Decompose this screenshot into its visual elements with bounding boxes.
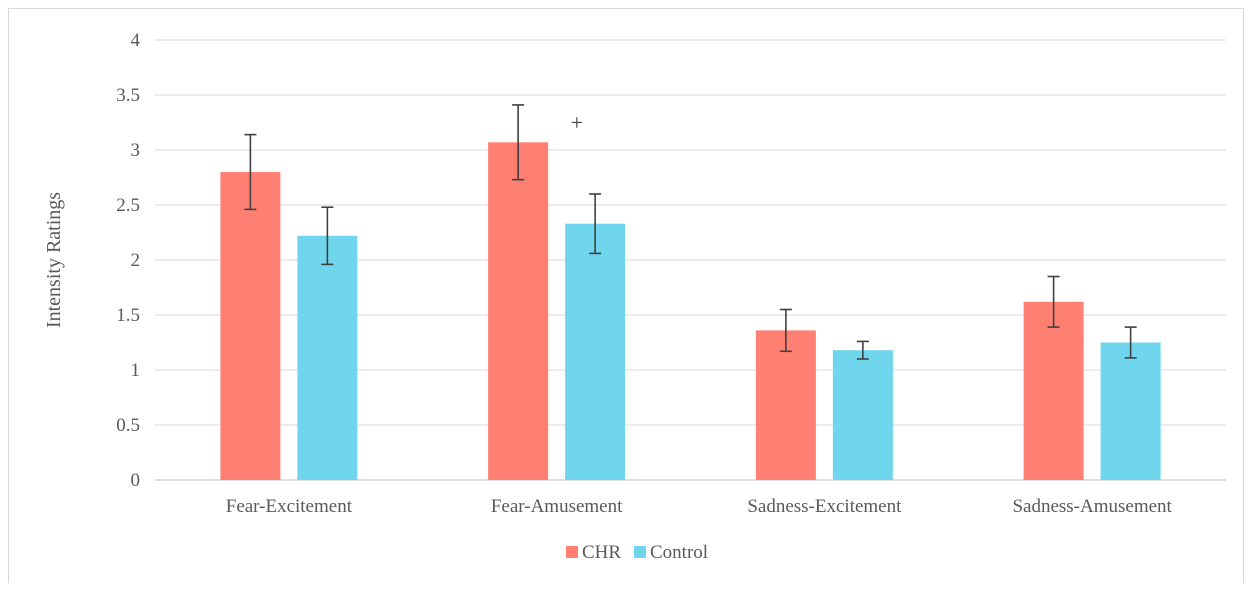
x-category-label: Sadness-Amusement	[1012, 496, 1172, 517]
y-tick-label: 2	[131, 250, 141, 271]
y-tick-label: 4	[131, 30, 141, 51]
y-tick-label: 0	[131, 470, 141, 491]
y-tick-label: 3	[131, 140, 141, 161]
bar-chr-1	[488, 142, 549, 481]
y-tick-label: 1	[131, 360, 141, 381]
bar-control-1	[565, 223, 626, 480]
x-category-label: Sadness-Excitement	[747, 496, 902, 517]
legend-label-chr: CHR	[582, 542, 621, 563]
bar-control-2	[832, 350, 893, 480]
y-tick-label: 1.5	[116, 305, 140, 326]
legend-swatch-control	[634, 546, 646, 558]
chart-frame	[8, 8, 1244, 583]
y-tick-label: 0.5	[116, 415, 140, 436]
bar-chr-3	[1023, 301, 1084, 480]
significance-marker: +	[571, 110, 583, 135]
x-category-label: Fear-Excitement	[226, 496, 353, 517]
bar-chr-0	[220, 172, 281, 480]
legend-label-control: Control	[650, 542, 708, 563]
bar-control-3	[1100, 342, 1161, 480]
bar-chr-2	[755, 330, 816, 480]
x-category-label: Fear-Amusement	[491, 496, 623, 517]
legend-swatch-chr	[566, 546, 578, 558]
bar-control-0	[297, 235, 358, 480]
y-tick-label: 2.5	[116, 195, 140, 216]
y-axis-title: Intensity Ratings	[43, 192, 65, 328]
y-tick-label: 3.5	[116, 85, 140, 106]
